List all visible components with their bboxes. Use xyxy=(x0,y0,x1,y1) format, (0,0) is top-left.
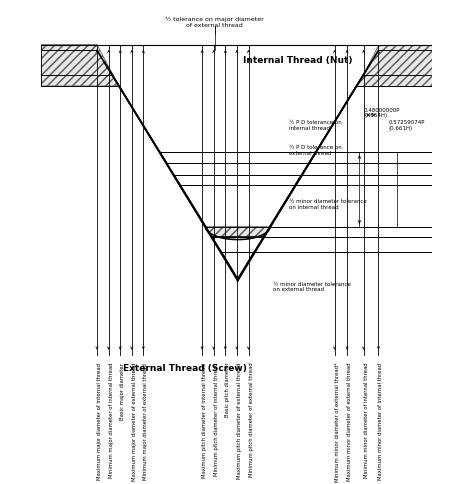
Text: Maximum pitch diameter of external thread: Maximum pitch diameter of external threa… xyxy=(237,362,242,478)
Text: External Thread (Screw): External Thread (Screw) xyxy=(123,363,247,373)
Text: Basic major diameter: Basic major diameter xyxy=(120,362,125,419)
Text: ½ minor diameter tolerance
on external thread: ½ minor diameter tolerance on external t… xyxy=(272,281,350,292)
Text: 0.48000000P
(0.554H): 0.48000000P (0.554H) xyxy=(364,107,400,118)
Polygon shape xyxy=(166,164,221,252)
Text: ½ minor diameter tolerance
on internal thread: ½ minor diameter tolerance on internal t… xyxy=(289,198,367,209)
Text: Maximum minor diameter of external thread: Maximum minor diameter of external threa… xyxy=(347,362,352,480)
Text: ½ P D tolerance on
external thread: ½ P D tolerance on external thread xyxy=(289,145,342,155)
Text: Minimum minor diameter of external thread*: Minimum minor diameter of external threa… xyxy=(334,362,340,481)
Text: Maximum minor diameter of internal thread: Maximum minor diameter of internal threa… xyxy=(378,362,384,479)
Text: Internal Thread (Nut): Internal Thread (Nut) xyxy=(243,56,352,65)
Polygon shape xyxy=(254,164,309,252)
Text: Maximum major diameter of external thread: Maximum major diameter of external threa… xyxy=(132,362,137,480)
Text: Minimum pitch diameter of internal thread: Minimum pitch diameter of internal threa… xyxy=(214,362,219,475)
Polygon shape xyxy=(41,45,119,87)
Polygon shape xyxy=(206,227,270,238)
Polygon shape xyxy=(160,153,180,186)
Polygon shape xyxy=(97,51,119,87)
Text: ½ tolerance on major diameter
of external thread: ½ tolerance on major diameter of externa… xyxy=(165,16,264,28)
Text: Maximum pitch diameter of internal thread: Maximum pitch diameter of internal threa… xyxy=(202,362,207,477)
Text: Minimum major diameter of external thread: Minimum major diameter of external threa… xyxy=(143,362,149,479)
Text: 0.57259074P
(0.661H): 0.57259074P (0.661H) xyxy=(388,120,425,131)
Polygon shape xyxy=(357,45,432,87)
Text: Minimum major diameter of internal thread: Minimum major diameter of internal threa… xyxy=(109,362,114,477)
Text: Basic pitch diameter: Basic pitch diameter xyxy=(225,362,230,417)
Text: Minimum minor diameter of internal thread: Minimum minor diameter of internal threa… xyxy=(364,362,368,477)
Text: Maximum major diameter of internal thread: Maximum major diameter of internal threa… xyxy=(97,362,102,479)
Polygon shape xyxy=(295,153,316,186)
Text: ½ P D tolerance on
internal thread: ½ P D tolerance on internal thread xyxy=(289,120,342,131)
Text: Minimum pitch diameter of external thread: Minimum pitch diameter of external threa… xyxy=(248,362,254,476)
Polygon shape xyxy=(357,51,378,87)
